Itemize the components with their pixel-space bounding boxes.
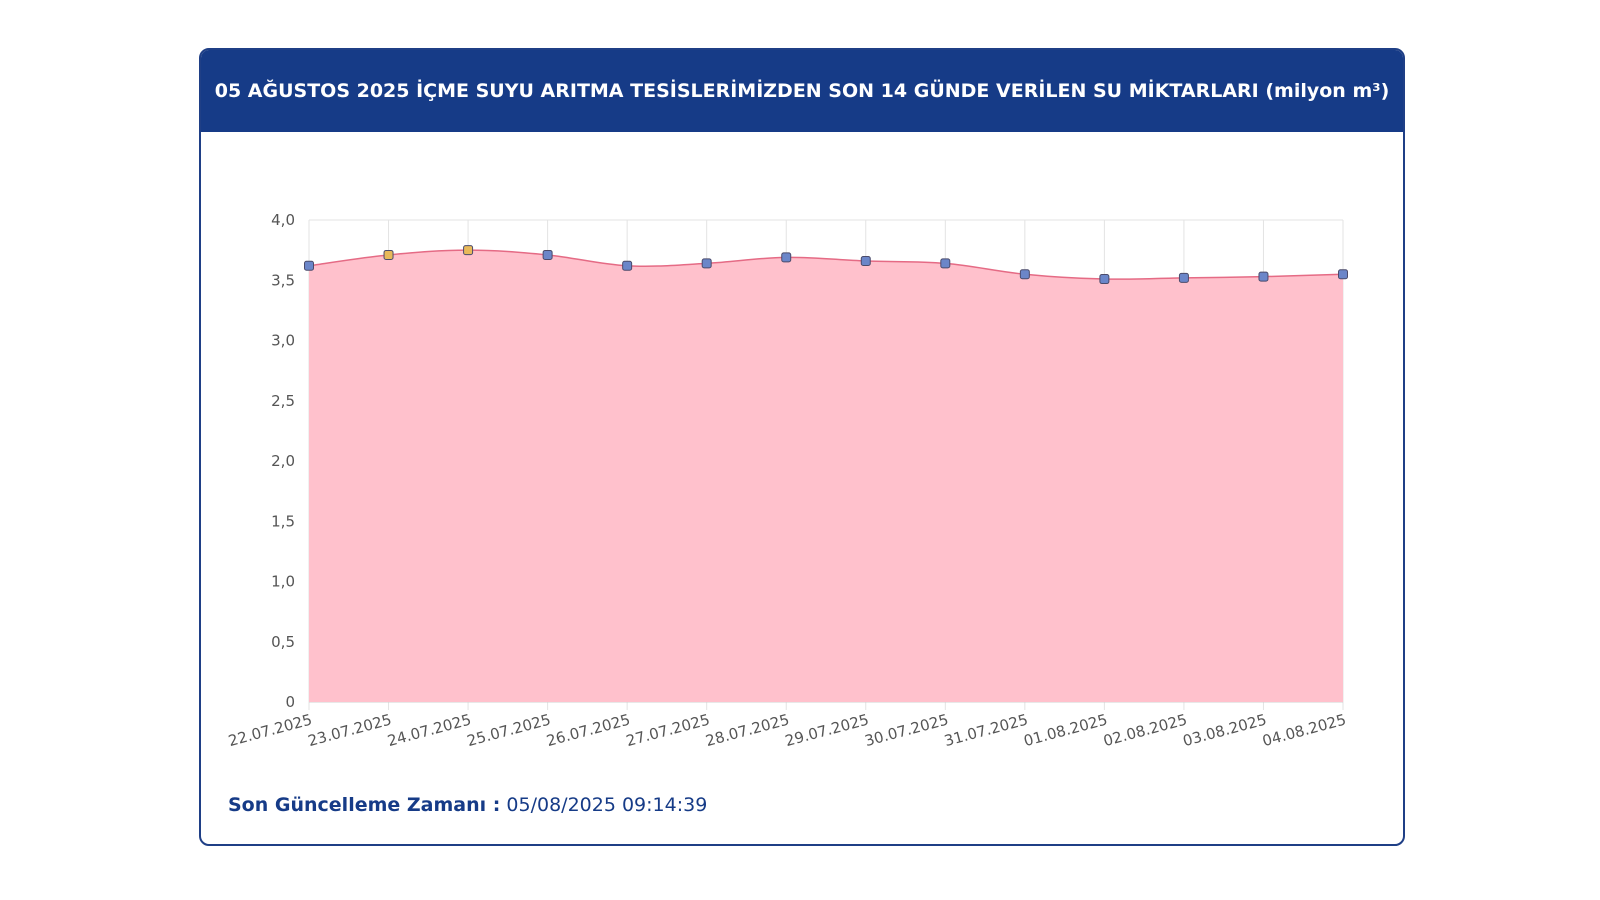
data-markers bbox=[304, 245, 1348, 285]
data-point bbox=[940, 258, 951, 269]
y-tick-label: 2,0 bbox=[271, 452, 295, 470]
x-tick-label: 26.07.2025 bbox=[545, 710, 633, 750]
last-update: Son Güncelleme Zamanı : 05/08/2025 09:14… bbox=[228, 794, 707, 816]
data-point bbox=[1258, 271, 1269, 282]
data-point bbox=[383, 249, 394, 260]
series-line bbox=[308, 249, 1344, 280]
last-update-value: 05/08/2025 09:14:39 bbox=[506, 794, 708, 816]
data-point bbox=[1338, 269, 1348, 280]
series-line-layer bbox=[308, 249, 1344, 280]
x-tick-label: 27.07.2025 bbox=[624, 710, 712, 750]
chart-title: 05 AĞUSTOS 2025 İÇME SUYU ARITMA TESİSLE… bbox=[214, 80, 1390, 102]
y-tick-label: 3,5 bbox=[271, 271, 295, 289]
data-point bbox=[1178, 272, 1189, 283]
data-point bbox=[860, 255, 871, 266]
x-tick-label: 04.08.2025 bbox=[1260, 710, 1348, 750]
x-tick-label: 24.07.2025 bbox=[385, 710, 473, 750]
x-tick-label: 29.07.2025 bbox=[783, 710, 871, 750]
y-tick-label: 1,5 bbox=[271, 512, 295, 530]
area-fill bbox=[309, 250, 1343, 702]
x-tick-labels: 22.07.202523.07.202524.07.202525.07.2025… bbox=[226, 710, 1348, 750]
area-chart: 0 0,5 1,0 1,5 2,0 2,5 3,0 3,5 4,0 22.07.202523.0… bbox=[226, 211, 1348, 750]
x-tick-label: 01.08.2025 bbox=[1022, 710, 1110, 750]
data-point bbox=[701, 258, 712, 269]
y-tick-label: 3,0 bbox=[271, 332, 295, 350]
y-tick-label: 0 bbox=[285, 693, 295, 711]
y-tick-label: 1,0 bbox=[271, 573, 295, 591]
x-tick-label: 25.07.2025 bbox=[465, 710, 553, 750]
y-tick-label: 2,5 bbox=[271, 392, 295, 410]
last-update-label: Son Güncelleme Zamanı : bbox=[228, 794, 501, 816]
y-tick-label: 0,5 bbox=[271, 633, 295, 651]
x-tick-label: 30.07.2025 bbox=[863, 710, 951, 750]
data-point bbox=[1099, 274, 1110, 285]
x-tick-label: 03.08.2025 bbox=[1181, 710, 1269, 750]
x-tick-label: 02.08.2025 bbox=[1101, 710, 1189, 750]
data-point bbox=[542, 249, 553, 260]
data-point bbox=[304, 260, 314, 271]
y-tick-label: 4,0 bbox=[271, 211, 295, 229]
x-tick-label: 28.07.2025 bbox=[704, 710, 792, 750]
data-point bbox=[463, 245, 474, 256]
chart-card: 05 AĞUSTOS 2025 İÇME SUYU ARITMA TESİSLE… bbox=[199, 48, 1405, 846]
y-tick-labels: 0 0,5 1,0 1,5 2,0 2,5 3,0 3,5 4,0 bbox=[271, 211, 295, 711]
chart-header: 05 AĞUSTOS 2025 İÇME SUYU ARITMA TESİSLE… bbox=[201, 50, 1403, 132]
data-point bbox=[1019, 269, 1030, 280]
x-tick-label: 22.07.2025 bbox=[226, 710, 314, 750]
data-point bbox=[622, 260, 633, 271]
x-tick-label: 23.07.2025 bbox=[306, 710, 394, 750]
x-tick-label: 31.07.2025 bbox=[942, 710, 1030, 750]
area-fill-layer bbox=[309, 250, 1343, 702]
data-point bbox=[781, 252, 792, 263]
